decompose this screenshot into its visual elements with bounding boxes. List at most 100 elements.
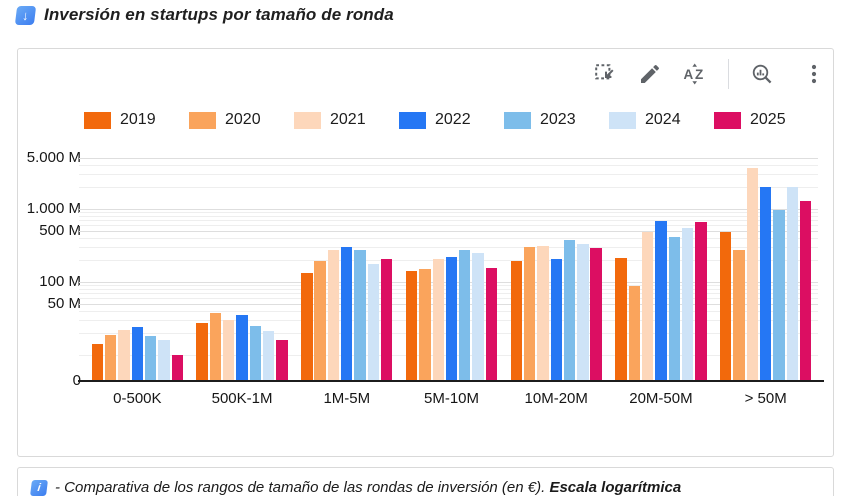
legend-item-2022[interactable]: 2022 bbox=[399, 111, 504, 129]
bar-2024-0-500K[interactable] bbox=[158, 340, 170, 381]
bar-2021-1M-5M[interactable] bbox=[327, 250, 340, 381]
gridline bbox=[79, 186, 818, 188]
explore-zoom-icon[interactable] bbox=[750, 62, 774, 86]
bar-2021-5M-10M[interactable] bbox=[432, 258, 444, 381]
legend-item-2025[interactable]: 2025 bbox=[714, 111, 819, 129]
y-axis: 5.000 M 1.000 M 500 M 100 M 50 M 0 bbox=[24, 149, 81, 389]
legend-label: 2021 bbox=[330, 111, 366, 128]
bar-2020-0-500K[interactable] bbox=[105, 334, 117, 381]
legend-label: 2020 bbox=[225, 111, 261, 128]
bar-2022-500K-1M[interactable] bbox=[236, 315, 248, 381]
bar-2021->50M[interactable] bbox=[746, 167, 759, 381]
select-range-icon[interactable] bbox=[593, 62, 617, 86]
bar-2025-20M-50M[interactable] bbox=[695, 221, 707, 381]
bar-2024-10M-20M[interactable] bbox=[577, 244, 589, 381]
bar-2023-0-500K[interactable] bbox=[144, 336, 157, 381]
gridline bbox=[79, 216, 818, 218]
gridline bbox=[79, 225, 818, 227]
chart-caption: i - Comparativa de los rangos de tamaño … bbox=[30, 479, 833, 496]
edit-pencil-icon[interactable] bbox=[638, 62, 662, 86]
y-axis-label: 0 bbox=[72, 372, 81, 389]
bar-2023-20M-50M[interactable] bbox=[668, 237, 680, 381]
y-axis-label: 50 M bbox=[47, 294, 81, 312]
page-title: Inversión en startups por tamaño de rond… bbox=[44, 5, 394, 24]
bar-2022-20M-50M[interactable] bbox=[655, 220, 667, 381]
legend-label: 2023 bbox=[540, 111, 576, 128]
gridline bbox=[79, 157, 818, 159]
chart-card: A Z 2 bbox=[17, 48, 834, 457]
legend-item-2019[interactable]: 2019 bbox=[84, 111, 189, 129]
bar-2019-20M-50M[interactable] bbox=[615, 258, 627, 381]
bar-2020-1M-5M[interactable] bbox=[314, 260, 326, 381]
bar-2021-20M-50M[interactable] bbox=[641, 231, 654, 381]
bar-2025-500K-1M[interactable] bbox=[276, 340, 288, 381]
bar-2024->50M[interactable] bbox=[786, 187, 798, 381]
bar-2022->50M[interactable] bbox=[759, 186, 772, 381]
legend-swatch bbox=[189, 111, 216, 129]
gridline bbox=[79, 208, 818, 210]
bar-2020-500K-1M[interactable] bbox=[209, 312, 222, 381]
x-axis-label: > 50M bbox=[744, 390, 787, 407]
legend-item-2021[interactable]: 2021 bbox=[294, 111, 399, 129]
bar-2024-20M-50M[interactable] bbox=[681, 227, 694, 381]
bar-2023-10M-20M[interactable] bbox=[563, 239, 576, 381]
toolbar-divider bbox=[728, 59, 729, 89]
bar-2025->50M[interactable] bbox=[799, 200, 812, 381]
bar-2020-10M-20M[interactable] bbox=[523, 247, 536, 381]
bar-2019-0-500K[interactable] bbox=[91, 344, 104, 381]
legend-label: 2024 bbox=[645, 111, 681, 128]
x-axis-label: 5M-10M bbox=[423, 390, 479, 407]
bar-2021-0-500K[interactable] bbox=[118, 329, 130, 381]
x-axis-label: 20M-50M bbox=[629, 390, 693, 407]
legend-label: 2025 bbox=[750, 111, 786, 128]
bar-2023-500K-1M[interactable] bbox=[249, 325, 262, 381]
bar-2019-10M-20M[interactable] bbox=[510, 260, 522, 381]
legend-swatch bbox=[504, 111, 531, 129]
caption-bold-text: Escala logarítmica bbox=[549, 479, 682, 496]
gridline bbox=[79, 247, 818, 249]
legend: 2019 2020 2021 2022 2023 2024 2025 bbox=[84, 111, 819, 129]
bar-2024-500K-1M[interactable] bbox=[262, 331, 275, 381]
bar-2020-20M-50M[interactable] bbox=[628, 286, 641, 381]
bar-2022-5M-10M[interactable] bbox=[445, 256, 458, 381]
bar-2020->50M[interactable] bbox=[733, 249, 745, 381]
bar-2021-500K-1M[interactable] bbox=[223, 320, 235, 381]
bar-2024-5M-10M[interactable] bbox=[472, 252, 484, 381]
bar-2020-5M-10M[interactable] bbox=[419, 268, 431, 381]
bar-2023-5M-10M[interactable] bbox=[459, 250, 471, 381]
bar-2021-10M-20M[interactable] bbox=[537, 246, 549, 381]
bar-2019-5M-10M[interactable] bbox=[405, 271, 418, 381]
plot-area bbox=[79, 151, 818, 381]
bar-2019-500K-1M[interactable] bbox=[196, 323, 208, 381]
bar-2025-5M-10M[interactable] bbox=[485, 267, 498, 381]
x-axis: 0-500K 500K-1M 1M-5M 5M-10M 10M-20M 20M-50M > … bbox=[85, 390, 818, 410]
bar-2025-1M-5M[interactable] bbox=[380, 258, 393, 381]
bar-2025-10M-20M[interactable] bbox=[590, 247, 602, 381]
bar-2025-0-500K[interactable] bbox=[171, 354, 183, 381]
more-options-icon[interactable] bbox=[802, 62, 820, 86]
legend-swatch bbox=[399, 111, 426, 129]
legend-swatch bbox=[714, 111, 741, 129]
bar-2022-10M-20M[interactable] bbox=[550, 258, 562, 381]
bar-2022-0-500K[interactable] bbox=[131, 327, 144, 381]
legend-label: 2022 bbox=[435, 111, 471, 128]
svg-text:Z: Z bbox=[695, 67, 703, 82]
gridline bbox=[79, 212, 818, 214]
bar-2019->50M[interactable] bbox=[720, 231, 732, 381]
legend-item-2024[interactable]: 2024 bbox=[609, 111, 714, 129]
info-emoji-icon: i bbox=[30, 479, 48, 496]
gridline bbox=[79, 174, 818, 176]
gridline bbox=[79, 220, 818, 222]
caption-card: i - Comparativa de los rangos de tamaño … bbox=[17, 467, 834, 496]
bar-2019-1M-5M[interactable] bbox=[301, 272, 313, 381]
legend-item-2023[interactable]: 2023 bbox=[504, 111, 609, 129]
y-axis-label: 1.000 M bbox=[26, 199, 81, 217]
bar-2022-1M-5M[interactable] bbox=[341, 246, 353, 381]
legend-item-2020[interactable]: 2020 bbox=[189, 111, 294, 129]
bar-2023-1M-5M[interactable] bbox=[354, 249, 366, 381]
sort-az-icon[interactable]: A Z bbox=[683, 62, 707, 86]
legend-swatch bbox=[84, 111, 111, 129]
bar-2024-1M-5M[interactable] bbox=[367, 263, 380, 381]
bar-2023->50M[interactable] bbox=[773, 209, 785, 381]
